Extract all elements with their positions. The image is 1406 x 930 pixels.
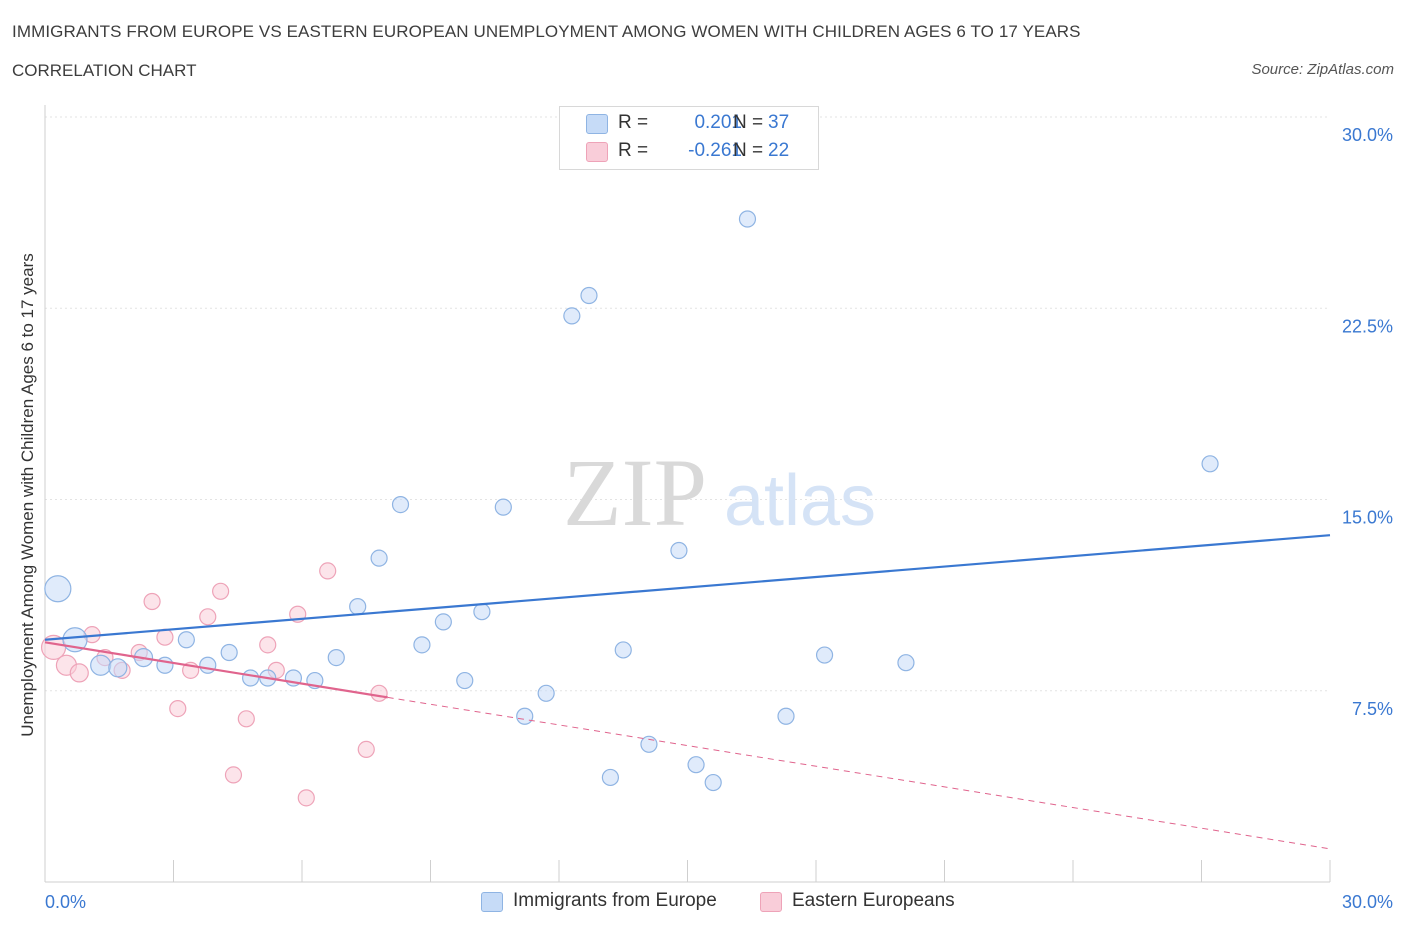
eastern-point — [259, 636, 277, 654]
legend-r-label: R = — [618, 112, 649, 133]
europe-point — [704, 773, 722, 792]
eastern-trend-line-solid — [44, 641, 388, 699]
legend-r-value: 0.201 — [694, 112, 742, 133]
europe-point — [670, 541, 688, 560]
europe-point — [391, 496, 410, 514]
grid — [45, 116, 1330, 692]
europe-point — [370, 549, 388, 567]
europe-point — [494, 498, 512, 516]
eastern-point — [370, 684, 388, 702]
europe-point — [473, 603, 491, 621]
series-swatch-europe — [481, 892, 503, 912]
eastern-point — [319, 562, 337, 580]
europe-point — [177, 631, 195, 649]
eastern-point — [224, 766, 243, 784]
eastern-point — [237, 710, 255, 728]
eastern-point — [143, 592, 161, 611]
eastern-point — [199, 608, 217, 626]
europe-point — [199, 656, 217, 674]
eastern-point — [212, 582, 230, 600]
data-points — [40, 210, 1219, 807]
europe-point — [220, 643, 238, 662]
source-label: Source: ZipAtlas.com — [1251, 61, 1394, 78]
legend-n-value: 37 — [768, 112, 790, 133]
europe-point — [516, 707, 534, 725]
europe-point — [738, 210, 757, 228]
legend-r-value: -0.261 — [688, 140, 742, 161]
europe-point — [580, 286, 598, 305]
stats-legend: R = 0.201 N = 37 R = -0.261 N = 22 — [559, 106, 819, 170]
watermark: ZIP atlas — [563, 439, 876, 546]
y-tick-label: 7.5% — [1352, 699, 1393, 719]
europe-point — [563, 307, 581, 325]
europe-point — [687, 756, 705, 774]
axes — [44, 105, 1331, 883]
europe-point — [777, 707, 795, 725]
trend-lines — [44, 534, 1331, 850]
y-axis-label: Unemployment Among Women with Children A… — [18, 253, 37, 737]
watermark-zip: ZIP — [563, 439, 707, 546]
eastern-point — [156, 628, 174, 646]
eastern-trend-line-dashed — [387, 696, 1331, 850]
series-label-eastern: Eastern Europeans — [792, 890, 955, 911]
europe-point — [614, 641, 632, 659]
series-swatch-eastern — [760, 892, 782, 912]
legend-n-label: N = — [733, 140, 764, 161]
legend-n-label: N = — [733, 112, 764, 133]
europe-point — [413, 636, 431, 654]
y-tick-label: 30.0% — [1342, 125, 1393, 145]
europe-point — [640, 735, 658, 753]
europe-point — [242, 669, 260, 687]
europe-point — [897, 654, 915, 672]
tick-labels: 7.5% 15.0% 22.5% 30.0% 0.0% 30.0% — [45, 125, 1393, 912]
y-tick-label: 15.0% — [1342, 508, 1393, 528]
europe-point — [44, 575, 72, 603]
europe-point — [434, 613, 452, 631]
legend-swatch-eastern — [586, 142, 608, 162]
europe-point — [1201, 455, 1219, 473]
y-tick-label: 22.5% — [1342, 316, 1393, 336]
europe-point — [108, 658, 128, 678]
europe-point — [601, 768, 620, 787]
watermark-atlas: atlas — [724, 461, 876, 541]
europe-point — [349, 597, 367, 616]
eastern-point — [69, 663, 89, 683]
x-tick-label: 30.0% — [1342, 892, 1393, 912]
europe-trend-line — [44, 534, 1331, 641]
chart-title: IMMIGRANTS FROM EUROPE VS EASTERN EUROPE… — [12, 22, 1081, 41]
eastern-point — [169, 699, 187, 718]
x-tick-label: 0.0% — [45, 892, 86, 912]
eastern-point — [297, 789, 315, 807]
chart-subtitle: CORRELATION CHART — [12, 61, 197, 80]
legend-r-label: R = — [618, 140, 649, 161]
europe-point — [327, 648, 345, 667]
eastern-point — [357, 740, 375, 759]
legend-n-value: 22 — [768, 140, 790, 161]
series-label-europe: Immigrants from Europe — [513, 890, 717, 911]
legend-swatch-europe — [586, 114, 608, 134]
europe-point — [456, 671, 474, 690]
europe-point — [90, 654, 112, 676]
europe-point — [537, 684, 555, 702]
europe-point — [815, 646, 834, 664]
